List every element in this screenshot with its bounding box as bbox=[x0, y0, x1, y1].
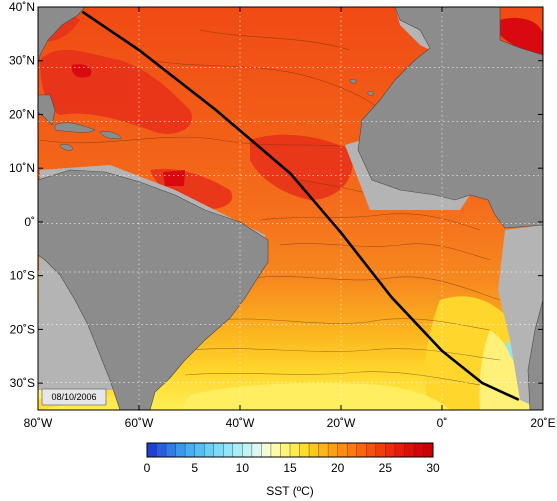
y-tick-label: 10˚S bbox=[10, 269, 35, 283]
colorbar-tick-label: 25 bbox=[379, 461, 393, 475]
colorbar-swatch bbox=[413, 443, 424, 457]
colorbar-swatch bbox=[337, 443, 348, 457]
caribbean-islands bbox=[54, 78, 374, 151]
x-tick-label: 60˚W bbox=[125, 416, 154, 430]
florida-land bbox=[38, 94, 56, 126]
colorbar-swatch bbox=[270, 443, 281, 457]
land bbox=[38, 7, 543, 410]
colorbar-swatch bbox=[213, 443, 224, 457]
colorbar-frame bbox=[146, 442, 434, 458]
colorbar-swatch bbox=[261, 443, 272, 457]
colorbar-swatch bbox=[423, 443, 434, 457]
colorbar-tick-label: 10 bbox=[236, 461, 250, 475]
map-panel bbox=[38, 7, 543, 410]
colorbar-swatch bbox=[328, 443, 338, 457]
colorbar-swatch bbox=[251, 443, 262, 457]
colorbar-swatch bbox=[404, 443, 415, 457]
y-tick-label: 10˚N bbox=[9, 161, 35, 175]
colorbar-tick-label: 5 bbox=[191, 461, 198, 475]
date-stamp: 08/10/2006 bbox=[41, 388, 107, 406]
y-tick-label: 20˚N bbox=[9, 107, 35, 121]
colorbar-swatch bbox=[204, 443, 215, 457]
map-frame bbox=[37, 6, 544, 411]
colorbar-swatch bbox=[394, 443, 405, 457]
colorbar-tick-label: 0 bbox=[144, 461, 151, 475]
colorbar-swatch bbox=[318, 443, 329, 457]
date-stamp-text: 08/10/2006 bbox=[51, 392, 96, 402]
y-tick-label: 20˚S bbox=[10, 322, 35, 336]
colorbar-title: SST (ºC) bbox=[266, 484, 314, 498]
colorbar-tick-label: 30 bbox=[426, 461, 440, 475]
sst-colorbar: 0 5 10 15 20 25 30 bbox=[144, 442, 440, 475]
southern-africa-land bbox=[527, 299, 543, 410]
x-tick-label: 80˚W bbox=[24, 416, 53, 430]
colorbar-swatch bbox=[185, 443, 195, 457]
y-tick-label: 0˚ bbox=[24, 215, 35, 229]
colorbar-swatch bbox=[356, 443, 367, 457]
colorbar-tick-label: 15 bbox=[283, 461, 297, 475]
x-tick-label: 20˚E bbox=[530, 416, 555, 430]
colorbar-swatch bbox=[290, 443, 300, 457]
colorbar-swatch bbox=[232, 443, 243, 457]
latitude-axis: 40˚N 30˚N 20˚N 10˚N 0˚ 10˚S 20˚S 30˚S bbox=[9, 0, 543, 390]
africa-europe-land bbox=[357, 7, 543, 229]
colorbar-swatch bbox=[223, 443, 234, 457]
cruise-track-line bbox=[82, 11, 520, 401]
x-tick-label: 40˚W bbox=[226, 416, 255, 430]
colorbar-swatch bbox=[375, 443, 386, 457]
longitude-axis: 80˚W 60˚W 40˚W 20˚W 0˚ 20˚E bbox=[24, 7, 556, 430]
colorbar-swatch bbox=[156, 443, 167, 457]
y-tick-label: 30˚N bbox=[9, 54, 35, 68]
colorbar-swatch bbox=[147, 443, 157, 457]
colorbar-swatch bbox=[175, 443, 186, 457]
south-america-land bbox=[38, 169, 269, 410]
x-tick-label: 20˚W bbox=[327, 416, 356, 430]
x-tick-label: 0˚ bbox=[437, 416, 448, 430]
colorbar-swatch bbox=[242, 443, 253, 457]
sst-hot-spots bbox=[71, 17, 543, 186]
colorbar-swatch bbox=[299, 443, 310, 457]
y-tick-label: 40˚N bbox=[9, 0, 35, 14]
colorbar-swatch bbox=[347, 443, 358, 457]
colorbar-swatch bbox=[166, 443, 176, 457]
colorbar-swatch bbox=[366, 443, 377, 457]
colorbar-swatch bbox=[309, 443, 319, 457]
colorbar-swatch bbox=[194, 443, 205, 457]
colorbar-swatch bbox=[385, 443, 396, 457]
colorbar-swatch bbox=[280, 443, 291, 457]
y-tick-label: 30˚S bbox=[10, 376, 35, 390]
colorbar-tick-label: 20 bbox=[331, 461, 345, 475]
